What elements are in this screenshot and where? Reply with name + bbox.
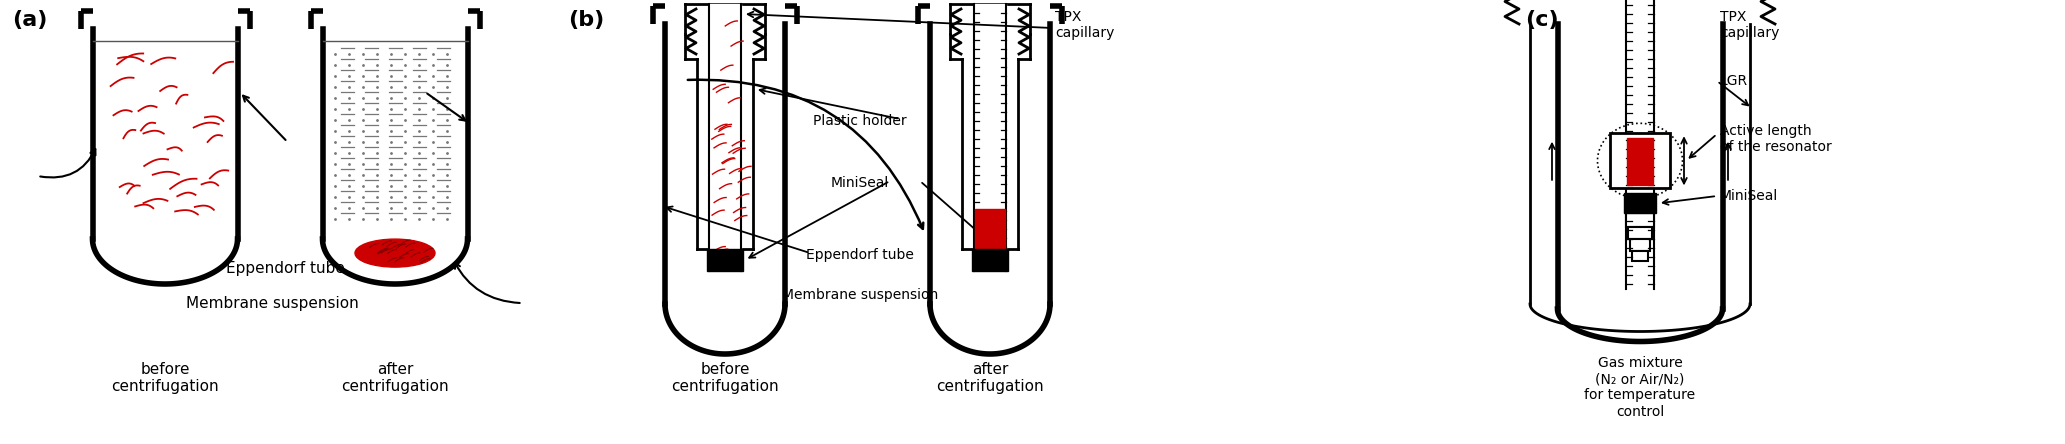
Bar xyxy=(1611,133,1671,188)
Text: Active length
of the resonator: Active length of the resonator xyxy=(1720,124,1832,154)
Bar xyxy=(706,249,743,271)
Text: Gas mixture
(N₂ or Air/N₂)
for temperature
control: Gas mixture (N₂ or Air/N₂) for temperatu… xyxy=(1584,356,1695,419)
Text: Eppendorf tube: Eppendorf tube xyxy=(805,248,915,262)
Bar xyxy=(975,4,1006,271)
Bar xyxy=(1623,193,1656,213)
Text: after
centrifugation: after centrifugation xyxy=(341,362,448,394)
Bar xyxy=(1631,251,1648,262)
Bar xyxy=(975,209,1006,249)
Text: before
centrifugation: before centrifugation xyxy=(671,362,779,394)
Text: MiniSeal: MiniSeal xyxy=(830,176,890,190)
Text: before
centrifugation: before centrifugation xyxy=(112,362,219,394)
Ellipse shape xyxy=(355,239,436,267)
Text: LGR: LGR xyxy=(1720,74,1749,88)
Text: Membrane suspension: Membrane suspension xyxy=(783,288,938,302)
Text: (a): (a) xyxy=(12,10,47,30)
Bar xyxy=(1627,227,1652,239)
Bar xyxy=(973,249,1008,271)
Text: Eppendorf tube: Eppendorf tube xyxy=(225,261,345,276)
Text: (b): (b) xyxy=(568,10,605,30)
Text: TPX
capillary: TPX capillary xyxy=(1055,10,1115,40)
Bar xyxy=(1629,239,1650,251)
Text: TPX
capillary: TPX capillary xyxy=(1720,10,1780,40)
Bar xyxy=(1625,0,1654,289)
Text: (c): (c) xyxy=(1524,10,1559,30)
Text: MiniSeal: MiniSeal xyxy=(1720,189,1778,203)
Text: Plastic holder: Plastic holder xyxy=(814,114,907,128)
Text: Membrane suspension: Membrane suspension xyxy=(186,296,359,311)
Text: after
centrifugation: after centrifugation xyxy=(935,362,1043,394)
Bar xyxy=(708,4,741,271)
Bar xyxy=(1625,213,1654,227)
Bar xyxy=(1627,138,1652,185)
